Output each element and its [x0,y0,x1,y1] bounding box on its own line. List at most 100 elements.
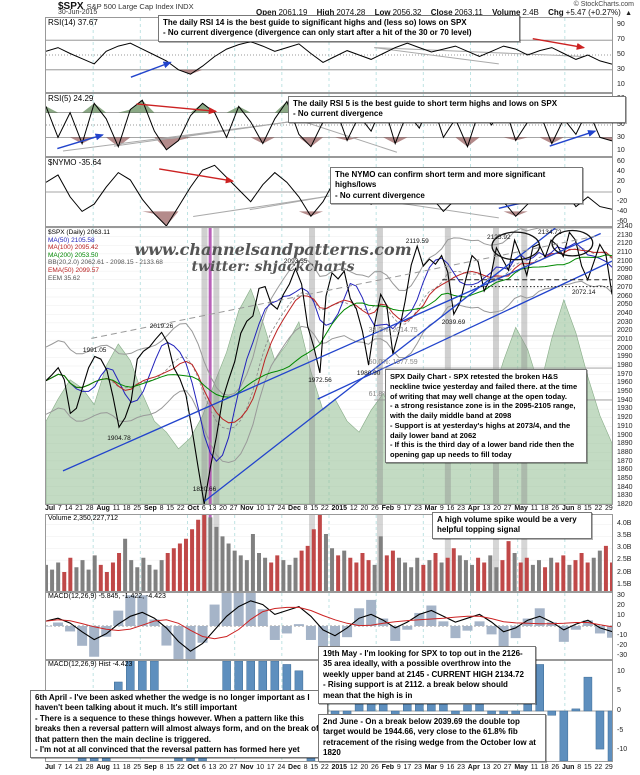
axis-tick-label: 2040 [617,309,633,317]
date-tick-label: 8 [159,505,164,512]
date-tick-label: 7 [57,764,62,771]
axis-tick-label: -40 [617,208,628,215]
date-tick-label: 15 [166,764,175,771]
axis-tick-label: 10 [617,612,625,619]
date-tick-label: Feb [381,505,395,512]
date-tick-label: 29 [605,764,613,771]
axis-tick-label: 1820 [617,501,633,508]
axis-tick-label: 1980 [617,362,633,369]
date-tick-label: 20 [493,505,501,512]
axis-tick-label: 2010 [617,335,633,343]
chart-svg [46,593,612,659]
date-tick-label: 23 [457,505,465,512]
date-tick-label: 26 [551,764,560,771]
date-tick-label: 9 [439,505,444,512]
axis-tick-label: 2.5B [617,556,632,564]
date-tick-label: 17 [403,764,412,771]
date-tick-label: Oct [187,764,200,771]
date-tick-label: May [514,505,528,512]
axis-tick-label: 1.5B [617,580,632,588]
axis-tick-label: -10 [617,632,628,639]
axis-tick-label: 10 [617,81,625,89]
pivot-price-label: 2039.69 [441,319,466,327]
date-tick-label: 8 [303,505,308,512]
date-tick-label: 27 [503,505,512,512]
axis-tick-label: 1830 [617,492,633,500]
annotation-spx-daily: SPX Daily Chart - SPX retested the broke… [385,369,587,463]
chg-value: +5.47 (+0.27%) [565,8,621,17]
date-tick-label: 27 [229,505,238,512]
close-label: Close [430,8,453,17]
nymo-label: $NYMO -35.64 [48,158,102,167]
date-tick-label: 13 [482,764,491,771]
axis-tick-label: 1990 [617,353,633,361]
close-value: 2063.11 [454,8,483,17]
date-tick-label: 23 [414,505,422,512]
date-tick-label: Nov [240,505,254,512]
volume-panel: Volume 2,350,227,712 4.0B 3.5B 3.0B 2.5B 2.0… [45,514,631,592]
axis-tick-label: 70 [617,35,625,43]
date-tick-label: 15 [310,764,319,771]
legend-line: EEM 35.62 [48,274,81,282]
legend-line: MA(200) 2053.50 [48,251,99,259]
date-tick-label: May [514,764,528,771]
axis-tick-label: 10 [617,146,625,154]
date-tick-label: Oct [187,505,200,512]
date-tick-label: 15 [583,505,592,512]
date-tick-label: Jun [561,764,575,771]
axis-tick-label: 1970 [617,370,633,378]
date-tick-label: 8 [577,505,582,512]
date-tick-label: Nov [240,764,254,771]
date-tick-label: 28 [85,764,94,771]
price-legend: $SPX (Daily) 2063.11 MA(50) 2105.58 MA(100… [48,229,163,282]
date-tick-label: Dec [288,764,301,771]
date-tick-label: 17 [266,505,275,512]
axis-tick-label: 2090 [617,266,633,274]
date-tick-label: 21 [75,505,83,512]
macd-hist-label: MACD(12,26,9) Hist -4.423 [48,661,133,668]
date-tick-label: 7 [57,505,62,512]
date-tick-label: 13 [482,505,491,512]
symbol: $SPX [58,1,84,12]
date-tick-label: 9 [396,764,401,771]
axis-tick-label: 2120 [617,240,633,248]
date-tick-label: Feb [381,764,395,771]
date-tick-label: 11 [530,764,539,771]
date-tick-label: Jul [45,505,56,512]
macd-label: MACD(12,26,9) -5.845, -1.422, -4.423 [48,593,166,600]
fib-level-label: 38.2%: 2014.75 [368,327,418,335]
date-tick-label: 23 [457,764,465,771]
axis-tick-label: 1880 [617,448,633,456]
date-tick-label: 25 [133,505,142,512]
date-tick-label: Mar [424,764,438,771]
axis-tick-label: 1960 [617,379,633,387]
watermark-twitter: twitter: shjackcharts [191,259,355,275]
axis-tick-label: -20 [617,198,628,205]
annotation-rsi14: The daily RSI 14 is the best guide to si… [158,15,520,42]
date-axis-bottom: Jul 7 14 21 28 Aug 11 18 25 Sep 8 15 22 Oct 6 13 20 27 Nov… [45,764,613,775]
date-tick-label: 13 [208,764,217,771]
axis-tick-label: 2140 [617,223,633,230]
date-tick-label: 14 [64,764,73,771]
axis-tick-label: 90 [617,20,625,28]
axis-tick-label: 4.0B [617,519,632,527]
high-value: 2074.28 [336,8,366,17]
date-tick-label: 27 [503,764,512,771]
date-tick-label: 20 [360,505,369,512]
date-tick-label: Apr [467,764,480,771]
axis-tick-label: 50 [617,51,625,58]
axis-tick-label: 3.0B [617,544,632,552]
axis-tick-label: 2000 [617,344,633,352]
chg-label: Chg [548,8,564,17]
date-tick-label: 24 [277,505,286,512]
date-tick-label: 2015 [331,505,348,512]
axis-tick-label: 2060 [617,292,633,300]
date-tick-label: 29 [605,505,613,512]
date-tick-label: 28 [85,505,94,512]
date-tick-label: Apr [467,505,480,512]
date-tick-label: 18 [540,764,549,771]
pivot-price-label: 2072.14 [571,288,596,296]
date-tick-label: 17 [266,764,275,771]
symbol-title: $SPX S&P 500 Large Cap Index INDX [58,1,194,12]
pivot-price-label: 1972.56 [308,377,332,385]
